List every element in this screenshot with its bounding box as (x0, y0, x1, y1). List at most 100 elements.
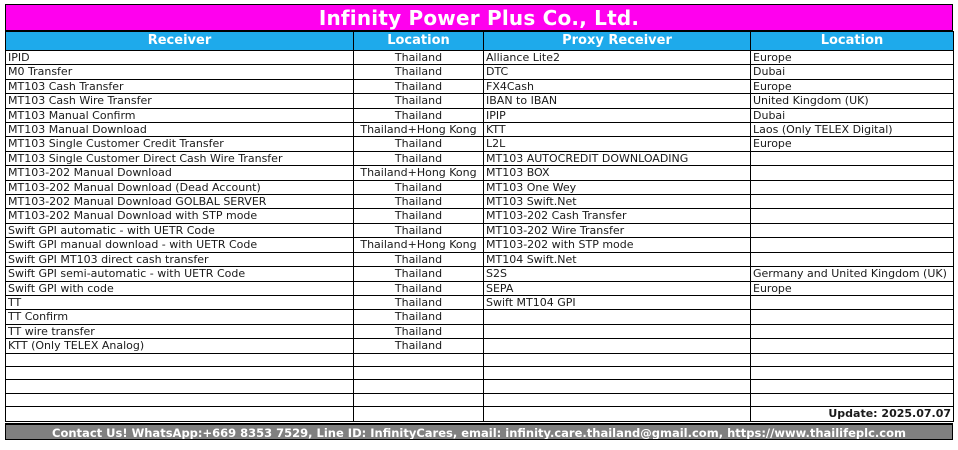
cell-location[interactable]: Thailand (353, 323, 484, 340)
cell-location[interactable]: Thailand (353, 107, 484, 124)
cell-proxy-receiver[interactable]: MT103-202 with STP mode (483, 237, 751, 253)
cell-proxy-location[interactable]: United Kingdom (UK) (750, 93, 954, 109)
cell-location[interactable]: Thailand (353, 222, 484, 239)
update-stamp[interactable]: Update: 2025.07.07 (750, 406, 954, 422)
cell-proxy-location[interactable] (750, 338, 954, 354)
cell-proxy-location[interactable]: Dubai (750, 107, 954, 124)
cell-location[interactable]: Thailand (353, 136, 484, 152)
cell-proxy-location[interactable] (750, 379, 954, 394)
cell-receiver[interactable]: Swift GPI manual download - with UETR Co… (5, 237, 354, 253)
cell-receiver[interactable] (5, 392, 354, 408)
cell-receiver[interactable]: M0 Transfer (5, 64, 354, 80)
cell-proxy-receiver[interactable]: L2L (483, 136, 751, 152)
cell-location[interactable]: Thailand (353, 64, 484, 80)
cell-receiver[interactable] (5, 379, 354, 394)
cell-proxy-receiver[interactable]: IBAN to IBAN (483, 93, 751, 109)
column-header-proxy-receiver[interactable]: Proxy Receiver (483, 31, 751, 51)
cell-location[interactable]: Thailand (353, 78, 484, 95)
cell-proxy-location[interactable] (750, 179, 954, 196)
cell-proxy-location[interactable]: Germany and United Kingdom (UK) (750, 266, 954, 282)
cell-receiver[interactable]: MT103 Cash Wire Transfer (5, 93, 354, 109)
cell-proxy-receiver[interactable]: MT103 Swift.Net (483, 194, 751, 210)
cell-receiver[interactable]: MT103-202 Manual Download (Dead Account) (5, 179, 354, 196)
cell-proxy-receiver[interactable]: Alliance Lite2 (483, 49, 751, 66)
cell-receiver[interactable]: Swift GPI MT103 direct cash transfer (5, 251, 354, 268)
cell-proxy-location[interactable]: Europe (750, 280, 954, 296)
cell-proxy-receiver[interactable]: DTC (483, 64, 751, 80)
cell-location[interactable]: Thailand (353, 208, 484, 224)
cell-proxy-location[interactable] (750, 323, 954, 340)
cell-proxy-location[interactable] (750, 392, 954, 408)
cell-location[interactable]: Thailand (353, 179, 484, 196)
cell-proxy-receiver[interactable] (483, 379, 751, 394)
cell-proxy-location[interactable] (750, 150, 954, 167)
cell-proxy-location[interactable]: Laos (Only TELEX Digital) (750, 122, 954, 138)
cell-receiver[interactable]: Swift GPI semi-automatic - with UETR Cod… (5, 266, 354, 282)
cell-proxy-location[interactable] (750, 194, 954, 210)
cell-proxy-receiver[interactable]: S2S (483, 266, 751, 282)
column-header-proxy-location[interactable]: Location (750, 31, 954, 51)
cell-proxy-receiver[interactable]: MT103-202 Wire Transfer (483, 222, 751, 239)
cell-location[interactable]: Thailand (353, 93, 484, 109)
cell-proxy-location[interactable]: Dubai (750, 64, 954, 80)
cell-receiver[interactable]: Swift GPI automatic - with UETR Code (5, 222, 354, 239)
cell-proxy-receiver[interactable] (483, 365, 751, 381)
cell-receiver[interactable] (5, 352, 354, 367)
cell-proxy-location[interactable]: Europe (750, 136, 954, 152)
cell-receiver[interactable]: TT (5, 294, 354, 311)
cell-proxy-receiver[interactable]: MT103 AUTOCREDIT DOWNLOADING (483, 150, 751, 167)
cell-proxy-receiver[interactable] (483, 392, 751, 408)
cell-receiver[interactable]: MT103-202 Manual Download (5, 165, 354, 181)
cell-proxy-receiver[interactable]: IPIP (483, 107, 751, 124)
column-header-receiver[interactable]: Receiver (5, 31, 354, 51)
cell-proxy-receiver[interactable]: KTT (483, 122, 751, 138)
cell-proxy-receiver[interactable]: Swift MT104 GPI (483, 294, 751, 311)
cell-location[interactable] (353, 379, 484, 394)
cell-receiver[interactable]: MT103 Manual Download (5, 122, 354, 138)
cell-location[interactable]: Thailand (353, 338, 484, 354)
cell-proxy-location[interactable] (750, 365, 954, 381)
cell-proxy-location[interactable]: Europe (750, 78, 954, 95)
cell-receiver[interactable]: MT103 Single Customer Credit Transfer (5, 136, 354, 152)
cell-location[interactable]: Thailand (353, 294, 484, 311)
cell-receiver[interactable]: Swift GPI with code (5, 280, 354, 296)
cell-receiver[interactable]: IPID (5, 49, 354, 66)
cell-receiver[interactable]: MT103-202 Manual Download GOLBAL SERVER (5, 194, 354, 210)
cell-proxy-location[interactable] (750, 251, 954, 268)
cell-proxy-location[interactable] (750, 309, 954, 325)
cell-proxy-receiver[interactable] (483, 406, 751, 422)
cell-location[interactable]: Thailand+Hong Kong (353, 122, 484, 138)
cell-receiver[interactable]: MT103 Single Customer Direct Cash Wire T… (5, 150, 354, 167)
cell-receiver[interactable]: TT wire transfer (5, 323, 354, 340)
cell-proxy-receiver[interactable]: MT103-202 Cash Transfer (483, 208, 751, 224)
cell-proxy-location[interactable] (750, 294, 954, 311)
cell-location[interactable]: Thailand (353, 49, 484, 66)
cell-location[interactable] (353, 352, 484, 367)
cell-proxy-receiver[interactable] (483, 338, 751, 354)
cell-proxy-receiver[interactable]: FX4Cash (483, 78, 751, 95)
cell-proxy-receiver[interactable]: MT103 BOX (483, 165, 751, 181)
cell-proxy-location[interactable]: Europe (750, 49, 954, 66)
cell-location[interactable]: Thailand (353, 280, 484, 296)
cell-proxy-receiver[interactable] (483, 323, 751, 340)
cell-location[interactable]: Thailand (353, 194, 484, 210)
cell-location[interactable]: Thailand (353, 251, 484, 268)
cell-receiver[interactable] (5, 365, 354, 381)
cell-location[interactable] (353, 392, 484, 408)
cell-location[interactable]: Thailand+Hong Kong (353, 165, 484, 181)
cell-location[interactable] (353, 365, 484, 381)
cell-location[interactable]: Thailand (353, 266, 484, 282)
cell-location[interactable]: Thailand+Hong Kong (353, 237, 484, 253)
cell-location[interactable]: Thailand (353, 309, 484, 325)
cell-proxy-location[interactable] (750, 222, 954, 239)
cell-receiver[interactable]: KTT (Only TELEX Analog) (5, 338, 354, 354)
cell-proxy-receiver[interactable]: MT104 Swift.Net (483, 251, 751, 268)
cell-receiver[interactable]: TT Confirm (5, 309, 354, 325)
cell-receiver[interactable]: MT103 Manual Confirm (5, 107, 354, 124)
cell-location[interactable] (353, 406, 484, 422)
cell-proxy-location[interactable] (750, 208, 954, 224)
cell-receiver[interactable]: MT103-202 Manual Download with STP mode (5, 208, 354, 224)
cell-proxy-receiver[interactable]: MT103 One Wey (483, 179, 751, 196)
cell-receiver[interactable]: MT103 Cash Transfer (5, 78, 354, 95)
cell-location[interactable]: Thailand (353, 150, 484, 167)
